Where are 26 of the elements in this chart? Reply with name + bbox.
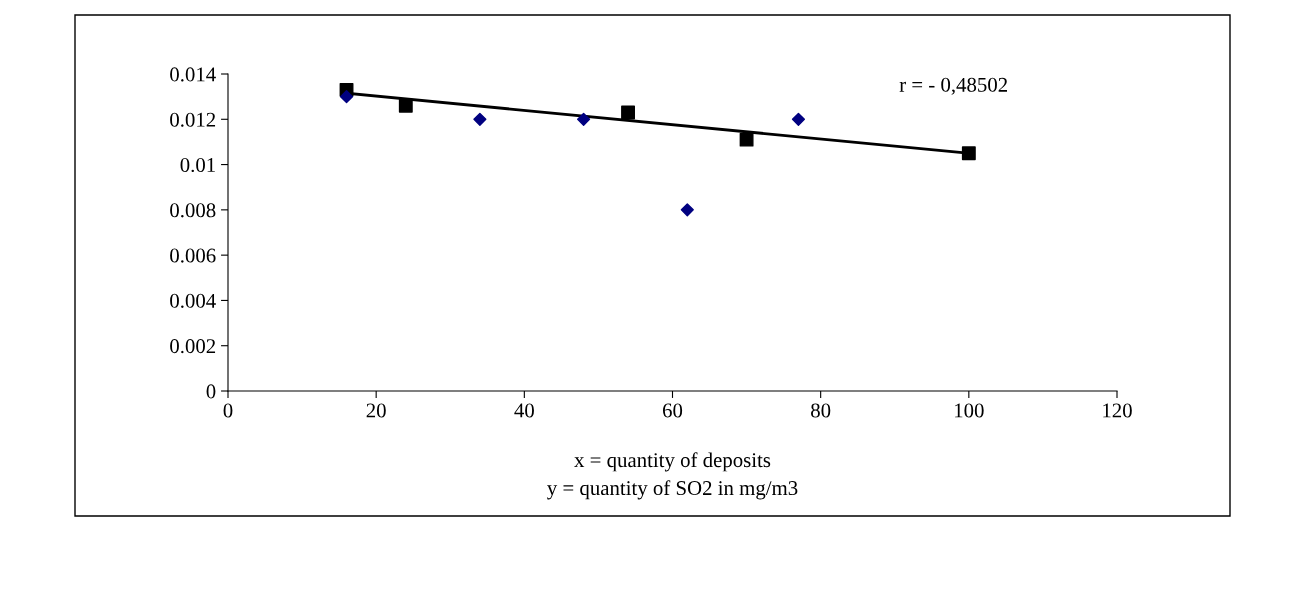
y-tick-label: 0.004	[170, 293, 216, 308]
y-tick-label: 0.002	[170, 339, 216, 354]
y-tick-label: 0.006	[170, 248, 216, 263]
point	[577, 112, 591, 126]
point	[791, 112, 806, 126]
x-axis-title: x = quantity of deposits y = quantity of SO2 in mg/m3	[547, 452, 798, 500]
point	[739, 132, 754, 147]
x-tick-label: 20	[366, 403, 386, 418]
point	[339, 90, 354, 104]
x-tick-label: 120	[1103, 403, 1132, 418]
y-tick-label: 0.008	[170, 203, 216, 218]
x-tick-label: 0	[223, 403, 233, 418]
y-tick-label: 0.01	[180, 157, 215, 173]
x-tick-label: 60	[662, 403, 683, 418]
y-tick-label: 0.014	[170, 67, 216, 82]
x-tick-label: 80	[811, 403, 831, 418]
x-tick-label: 40	[514, 403, 534, 418]
point	[473, 112, 487, 126]
y-tick-label: 0.012	[170, 112, 216, 127]
annotation: r = - 0,48502	[899, 77, 1007, 95]
point	[398, 98, 413, 113]
point	[961, 146, 976, 161]
y-tick-label: 0	[206, 384, 216, 399]
point	[621, 105, 635, 120]
x-tick-label: 100	[955, 403, 984, 418]
point	[680, 203, 694, 217]
